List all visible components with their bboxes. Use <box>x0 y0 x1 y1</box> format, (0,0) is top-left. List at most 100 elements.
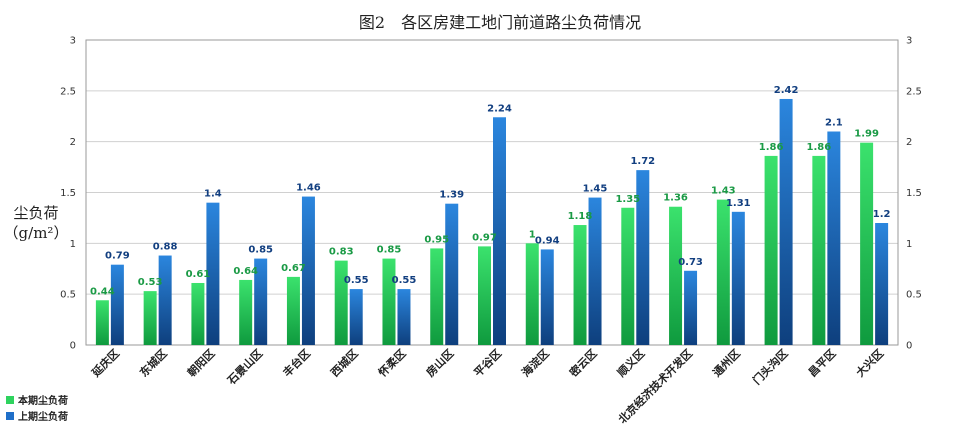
x-tick-label: 通州区 <box>710 347 743 380</box>
data-label: 0.79 <box>105 251 130 262</box>
bar-current-period <box>669 206 683 345</box>
bar-current-period <box>239 279 253 345</box>
data-label: 2.1 <box>825 118 843 129</box>
legend-entry: 本期尘负荷 <box>18 394 68 407</box>
bar-current-period <box>286 276 300 345</box>
data-label: 0.44 <box>90 286 115 297</box>
y-tick-label-left: 3 <box>70 36 76 47</box>
data-label: 0.53 <box>138 277 163 288</box>
bar-previous-period <box>540 249 554 345</box>
x-tick-label: 西城区 <box>328 346 361 379</box>
data-label: 1.35 <box>615 194 640 205</box>
bar-current-period <box>143 291 157 345</box>
bar-current-period <box>764 155 778 345</box>
x-tick-label: 怀柔区 <box>375 346 408 379</box>
bars <box>95 98 889 346</box>
chart-title: 图2 各区房建工地门前道路尘负荷情况 <box>359 13 641 32</box>
y-tick-label-left: 1.5 <box>60 188 76 199</box>
bar-previous-period <box>301 196 315 345</box>
y-tick-label-right: 0 <box>906 341 912 352</box>
bar-current-period <box>860 142 874 345</box>
data-label: 0.55 <box>344 275 369 286</box>
data-label: 1.86 <box>807 142 832 153</box>
bar-current-period <box>95 300 109 345</box>
y-tick-label-left: 0.5 <box>60 290 76 301</box>
data-label: 0.85 <box>377 245 402 256</box>
bar-current-period <box>716 199 730 345</box>
x-tick-label: 大兴区 <box>853 346 886 379</box>
data-label: 2.42 <box>774 85 799 96</box>
bar-current-period <box>191 282 205 345</box>
y-axis-right: 0 0.5 1 1.5 2 2.5 3 <box>906 36 922 352</box>
bar-current-period <box>525 243 539 345</box>
bar-previous-period <box>827 131 841 345</box>
bar-previous-period <box>349 289 363 345</box>
bar-previous-period <box>731 211 745 345</box>
bar-previous-period <box>493 117 506 346</box>
data-label: 0.61 <box>186 269 211 280</box>
x-tick-label: 丰台区 <box>280 346 313 379</box>
bar-previous-period <box>110 264 124 345</box>
data-label: 1.2 <box>873 209 891 220</box>
x-tick-label: 朝阳区 <box>184 346 217 379</box>
y-tick-label-right: 1 <box>906 239 912 250</box>
data-label: 0.67 <box>281 263 306 274</box>
y-axis-left: 0 0.5 1 1.5 2 2.5 3 <box>60 36 76 352</box>
x-tick-label: 石景山区 <box>224 346 266 388</box>
bar-current-period <box>382 258 396 345</box>
bar-previous-period <box>588 197 602 345</box>
bar-current-period <box>430 248 444 345</box>
data-label: 0.85 <box>248 245 273 256</box>
category-labels: 延庆区 东城区 朝阳区 石景山区 丰台区 西城区 怀柔区 房山区 平谷区 海淀区 密云区 顺义区北京经… <box>88 346 886 426</box>
y-tick-label-left: 2.5 <box>60 86 76 97</box>
x-tick-label: 顺义区 <box>614 346 647 379</box>
data-label: 0.95 <box>424 234 449 245</box>
bar-previous-period <box>254 258 268 345</box>
data-label: 0.73 <box>678 257 703 268</box>
data-label: 0.64 <box>233 266 258 277</box>
data-label: 1.18 <box>568 211 593 222</box>
x-tick-label: 延庆区 <box>88 346 122 380</box>
bar-current-period <box>812 155 826 345</box>
data-label: 1.31 <box>726 198 751 209</box>
y-tick-label-left: 1 <box>70 239 76 250</box>
plot-area-border <box>85 39 899 346</box>
x-tick-label: 门头沟区 <box>750 346 791 387</box>
data-labels: 0.44 0.79 0.53 0.88 0.61 1.4 0.64 0.85 0.67 1.46 0… <box>90 85 890 297</box>
bar-previous-period <box>158 255 172 345</box>
bar-previous-period <box>206 202 220 345</box>
bar-previous-period <box>445 203 459 345</box>
data-label: 0.94 <box>535 235 560 246</box>
x-tick-label: 昌平区 <box>806 347 839 380</box>
y-tick-label-right: 1.5 <box>906 188 922 199</box>
legend-swatch <box>6 412 14 420</box>
data-label: 0.83 <box>329 247 354 258</box>
y-tick-label-left: 2 <box>70 137 76 148</box>
y-tick-label-right: 0.5 <box>906 290 922 301</box>
data-label: 1.39 <box>439 190 464 201</box>
legend-entry: 上期尘负荷 <box>18 410 68 423</box>
y-axis-label: 尘负荷 <box>13 204 58 222</box>
x-tick-label: 海淀区 <box>519 346 552 379</box>
y-tick-label-right: 2 <box>906 137 912 148</box>
bar-current-period <box>478 246 491 345</box>
data-label: 1.99 <box>854 129 879 140</box>
data-label: 1.46 <box>296 183 321 194</box>
bar-current-period <box>573 225 587 345</box>
x-tick-label: 密云区 <box>566 346 599 379</box>
bar-previous-period <box>397 289 411 345</box>
data-label: 2.24 <box>487 103 512 114</box>
bar-previous-period <box>875 223 889 345</box>
bar-previous-period <box>779 98 793 345</box>
bar-previous-period <box>684 270 698 345</box>
data-label: 1.86 <box>759 142 784 153</box>
y-tick-label-right: 2.5 <box>906 86 922 97</box>
data-label: 1.4 <box>204 189 222 200</box>
bar-current-period <box>334 260 348 345</box>
data-label: 0.55 <box>392 275 417 286</box>
bar-previous-period <box>636 170 650 345</box>
legend-swatch <box>6 396 14 404</box>
x-tick-label: 东城区 <box>137 346 170 379</box>
data-label: 1 <box>529 229 536 240</box>
